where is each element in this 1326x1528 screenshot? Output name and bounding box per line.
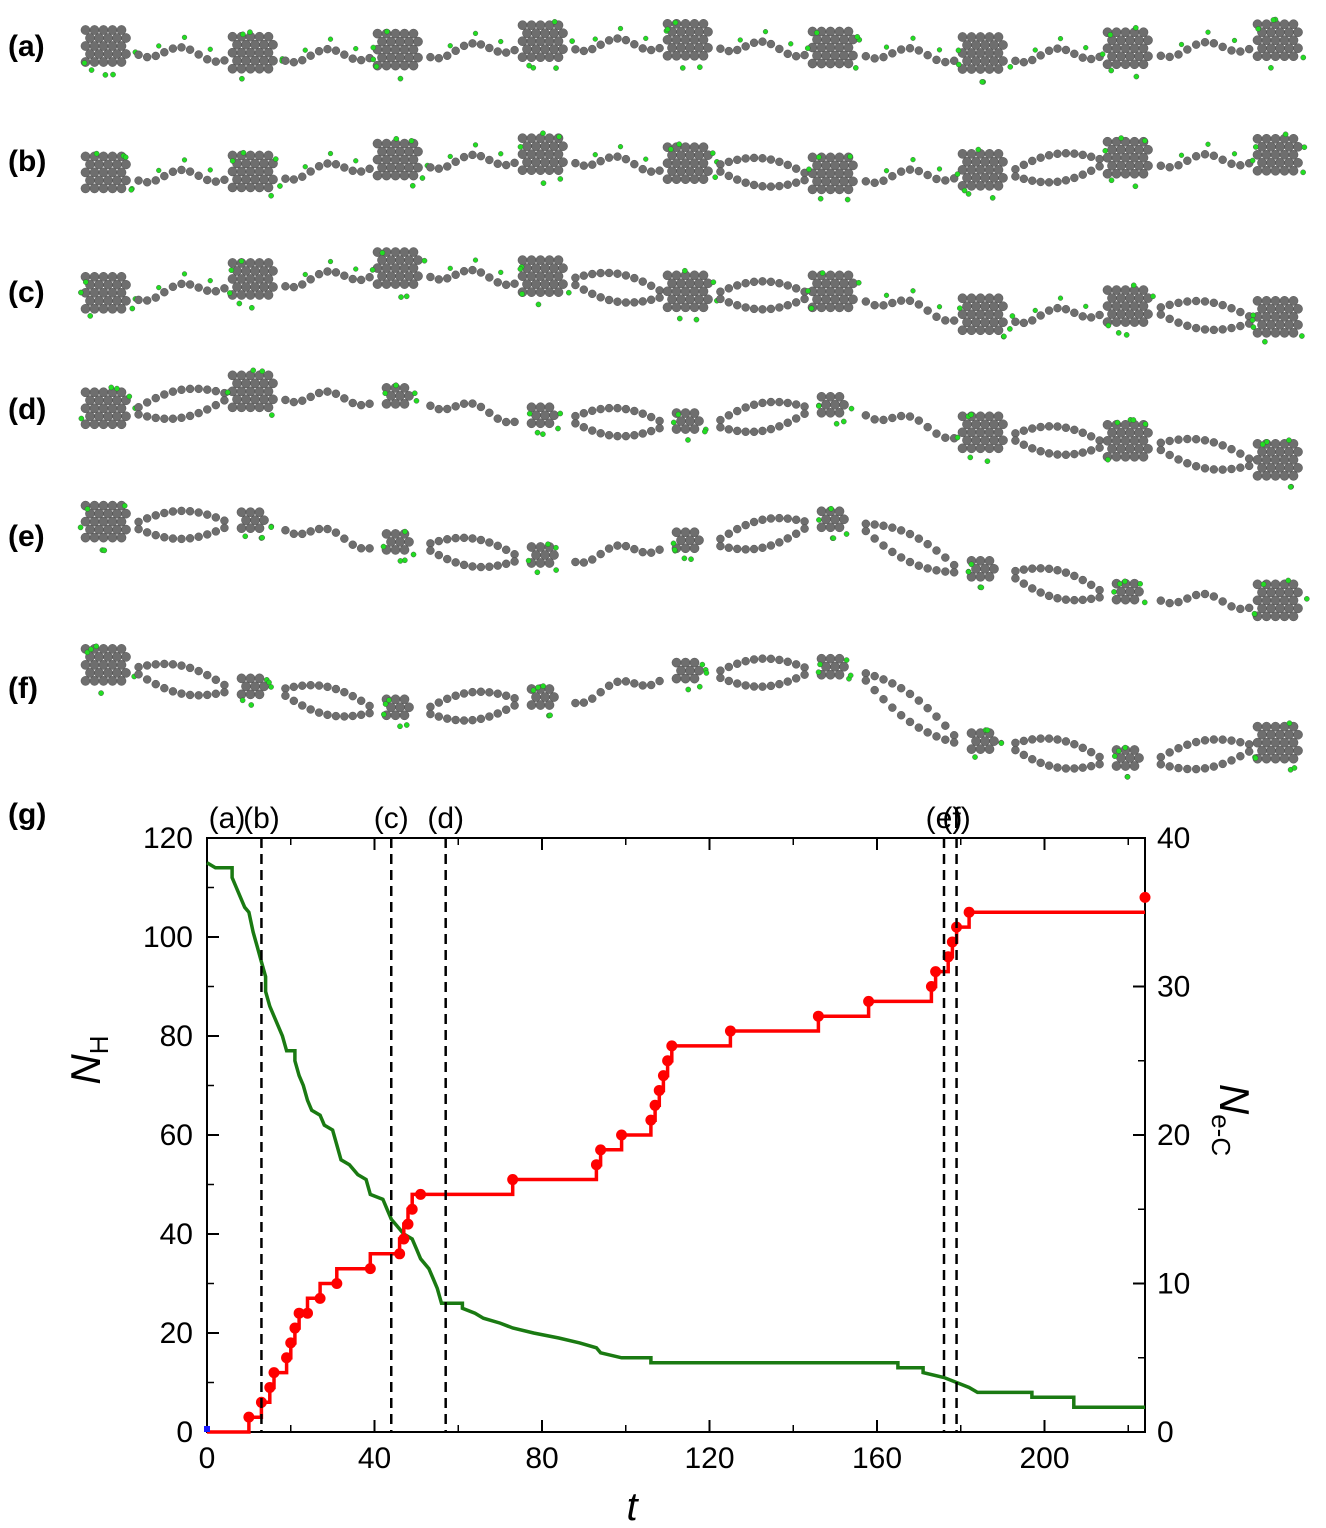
event-dot: [649, 1099, 661, 1111]
plot-frame: [206, 837, 1146, 1433]
y-right-tick-label: 20: [1157, 1119, 1190, 1152]
y-right-tick-label: 10: [1157, 1268, 1190, 1301]
y-right-tick-label: 0: [1157, 1416, 1174, 1449]
event-dot: [653, 1084, 665, 1096]
y-right-tick-label: 30: [1157, 971, 1190, 1004]
y-left-tick-label: 80: [160, 1020, 193, 1053]
event-dot: [243, 1411, 255, 1423]
x-tick-label: 0: [199, 1442, 216, 1475]
panel-label-d: (d): [8, 393, 47, 426]
event-label: (a): [209, 802, 246, 835]
event-dot: [963, 906, 975, 918]
y-left-tick-label: 20: [160, 1317, 193, 1350]
event-label: (c): [374, 802, 409, 835]
panel-label-e: (e): [8, 520, 45, 553]
molecule-row-f: [80, 643, 1303, 780]
y-left-tick-label: 40: [160, 1218, 193, 1251]
y-right-tick-label: 40: [1157, 822, 1190, 855]
y-left-tick-label: 100: [143, 921, 193, 954]
panel-label-f: (f): [8, 672, 38, 705]
series-line-1: [207, 910, 1145, 1434]
y-axis-right-label: Ne-C: [1206, 1084, 1258, 1156]
event-dot: [662, 1055, 674, 1067]
event-dot: [268, 1367, 280, 1379]
event-dot: [289, 1322, 301, 1334]
event-dot: [925, 981, 937, 992]
event-dot: [402, 1218, 414, 1230]
event-dot: [398, 1233, 410, 1245]
series-line-0: [206, 861, 1145, 1410]
event-dot: [595, 1144, 607, 1156]
event-dot: [285, 1337, 297, 1349]
event-dot: [930, 966, 942, 978]
svg-text:NH: NH: [62, 1035, 114, 1084]
y-left-tick-label: 0: [176, 1416, 193, 1449]
event-dot: [657, 1070, 669, 1082]
event-label: (b): [243, 802, 280, 835]
event-dot: [406, 1203, 418, 1215]
molecule-row-b: [80, 130, 1308, 203]
event-dot: [293, 1307, 305, 1319]
y-left-label-main: N: [62, 1054, 109, 1085]
event-dot: [946, 936, 958, 948]
event-dot: [645, 1114, 657, 1126]
event-dot: [394, 1248, 406, 1260]
panel-label-g: (g): [8, 798, 47, 831]
event-dot: [616, 1129, 628, 1141]
chart-event-markers: (a)(b) (c) (d) (e)(f): [209, 802, 971, 1432]
svg-text:Ne-C: Ne-C: [1206, 1084, 1258, 1156]
y-right-label-sub: e-C: [1206, 1114, 1236, 1156]
x-tick-label: 120: [684, 1442, 734, 1475]
event-dot: [314, 1292, 326, 1304]
event-label: (e): [926, 802, 963, 835]
x-axis-label: t: [626, 1485, 639, 1528]
x-tick-label: 40: [358, 1442, 391, 1475]
panel-label-a: (a): [8, 30, 45, 63]
event-dot: [812, 1010, 824, 1022]
x-tick-label: 80: [525, 1442, 558, 1475]
y-left-tick-label: 60: [160, 1119, 193, 1152]
molecule-row-d: [78, 367, 1303, 490]
event-dot: [590, 1159, 602, 1171]
x-tick-label: 200: [1019, 1442, 1069, 1475]
event-dot: [666, 1040, 678, 1052]
event-dot: [863, 995, 875, 1007]
molecule-row-e: [77, 500, 1310, 622]
molecule-row-a: [80, 16, 1307, 85]
event-dot: [724, 1025, 736, 1037]
event-dot: [264, 1381, 276, 1393]
event-dot: [281, 1352, 293, 1364]
origin-dot: [204, 1426, 210, 1432]
event-dot: [507, 1174, 519, 1186]
x-tick-label: 160: [852, 1442, 902, 1475]
y-right-label-main: N: [1211, 1084, 1258, 1115]
event-dot: [302, 1307, 313, 1319]
y-left-label-sub: H: [84, 1035, 114, 1054]
y-left-tick-label: 120: [143, 822, 193, 855]
event-label: (f): [942, 802, 970, 835]
event-dot: [942, 951, 954, 963]
molecule-row-c: [78, 247, 1305, 345]
molecular-snapshots: [77, 16, 1310, 780]
event-dot: [364, 1263, 376, 1275]
y-axis-left-label: NH: [62, 1035, 114, 1084]
event-dot: [415, 1188, 427, 1200]
chart-series: [204, 861, 1151, 1434]
panel-label-c: (c): [8, 276, 45, 309]
event-label: (d): [427, 802, 464, 835]
event-dot: [1139, 891, 1151, 903]
event-dot: [331, 1278, 343, 1289]
panel-label-b: (b): [8, 145, 47, 178]
chart-axes: 0 40 80 120 160 200 0 20 40 60 80 100 120 0 10 20 30 40: [143, 822, 1190, 1475]
